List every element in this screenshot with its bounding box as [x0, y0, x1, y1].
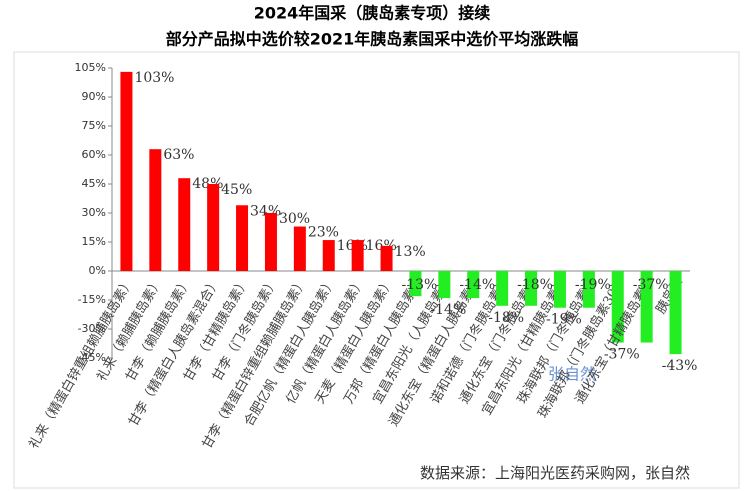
y-tick-label: 60%	[82, 148, 106, 161]
source-note: 数据来源：上海阳光医药采购网，张自然	[420, 464, 690, 482]
data-label: -37%	[604, 347, 640, 363]
y-tick-label: -15%	[78, 293, 106, 306]
y-tick-label: -45%	[78, 351, 106, 364]
bar	[496, 271, 509, 306]
data-label: -19%	[546, 312, 582, 328]
data-label: 103%	[134, 70, 174, 86]
y-tick-label: 15%	[82, 235, 106, 248]
data-label: -14%	[459, 277, 495, 293]
data-label: 63%	[163, 147, 194, 163]
bar	[553, 271, 566, 308]
bar	[149, 149, 162, 271]
data-label: -14%	[430, 302, 466, 318]
data-label: -13%	[402, 277, 438, 293]
watermark: 张自然	[548, 365, 596, 384]
bar	[322, 240, 335, 271]
bar	[582, 271, 595, 308]
y-tick-label: 0%	[89, 264, 106, 277]
chart-subtitle: 部分产品拟中选价较2021年胰岛素国采中选价平均涨跌幅	[166, 30, 579, 49]
bar	[380, 245, 393, 271]
bar	[409, 271, 422, 297]
y-tick-label: 75%	[82, 119, 106, 132]
data-label: -19%	[575, 277, 611, 293]
bar	[178, 178, 191, 271]
y-tick-label: 30%	[82, 206, 106, 219]
bar	[525, 271, 538, 306]
bar	[467, 271, 480, 299]
data-label: -37%	[633, 277, 669, 293]
y-tick-label: -30%	[78, 322, 106, 335]
y-tick-label: 45%	[82, 177, 106, 190]
bar	[264, 213, 277, 271]
y-tick-label: 90%	[82, 90, 106, 103]
bar	[640, 271, 653, 343]
data-label: -43%	[662, 358, 698, 374]
bar	[207, 184, 220, 271]
data-label: 45%	[221, 182, 252, 198]
y-tick-label: 105%	[75, 61, 106, 74]
data-label: 23%	[308, 225, 339, 241]
bar	[120, 71, 133, 271]
data-label: 13%	[395, 244, 426, 260]
bar	[611, 271, 624, 343]
data-label: 30%	[279, 211, 310, 227]
chart-title: 2024年国采（胰岛素专项）接续	[254, 4, 491, 23]
data-label: -18%	[488, 310, 524, 326]
bar	[236, 205, 249, 271]
data-label: -18%	[517, 277, 553, 293]
bar	[351, 240, 364, 271]
bar	[438, 271, 451, 299]
bar	[293, 226, 306, 271]
bar	[669, 271, 682, 355]
chart-frame	[13, 51, 740, 489]
